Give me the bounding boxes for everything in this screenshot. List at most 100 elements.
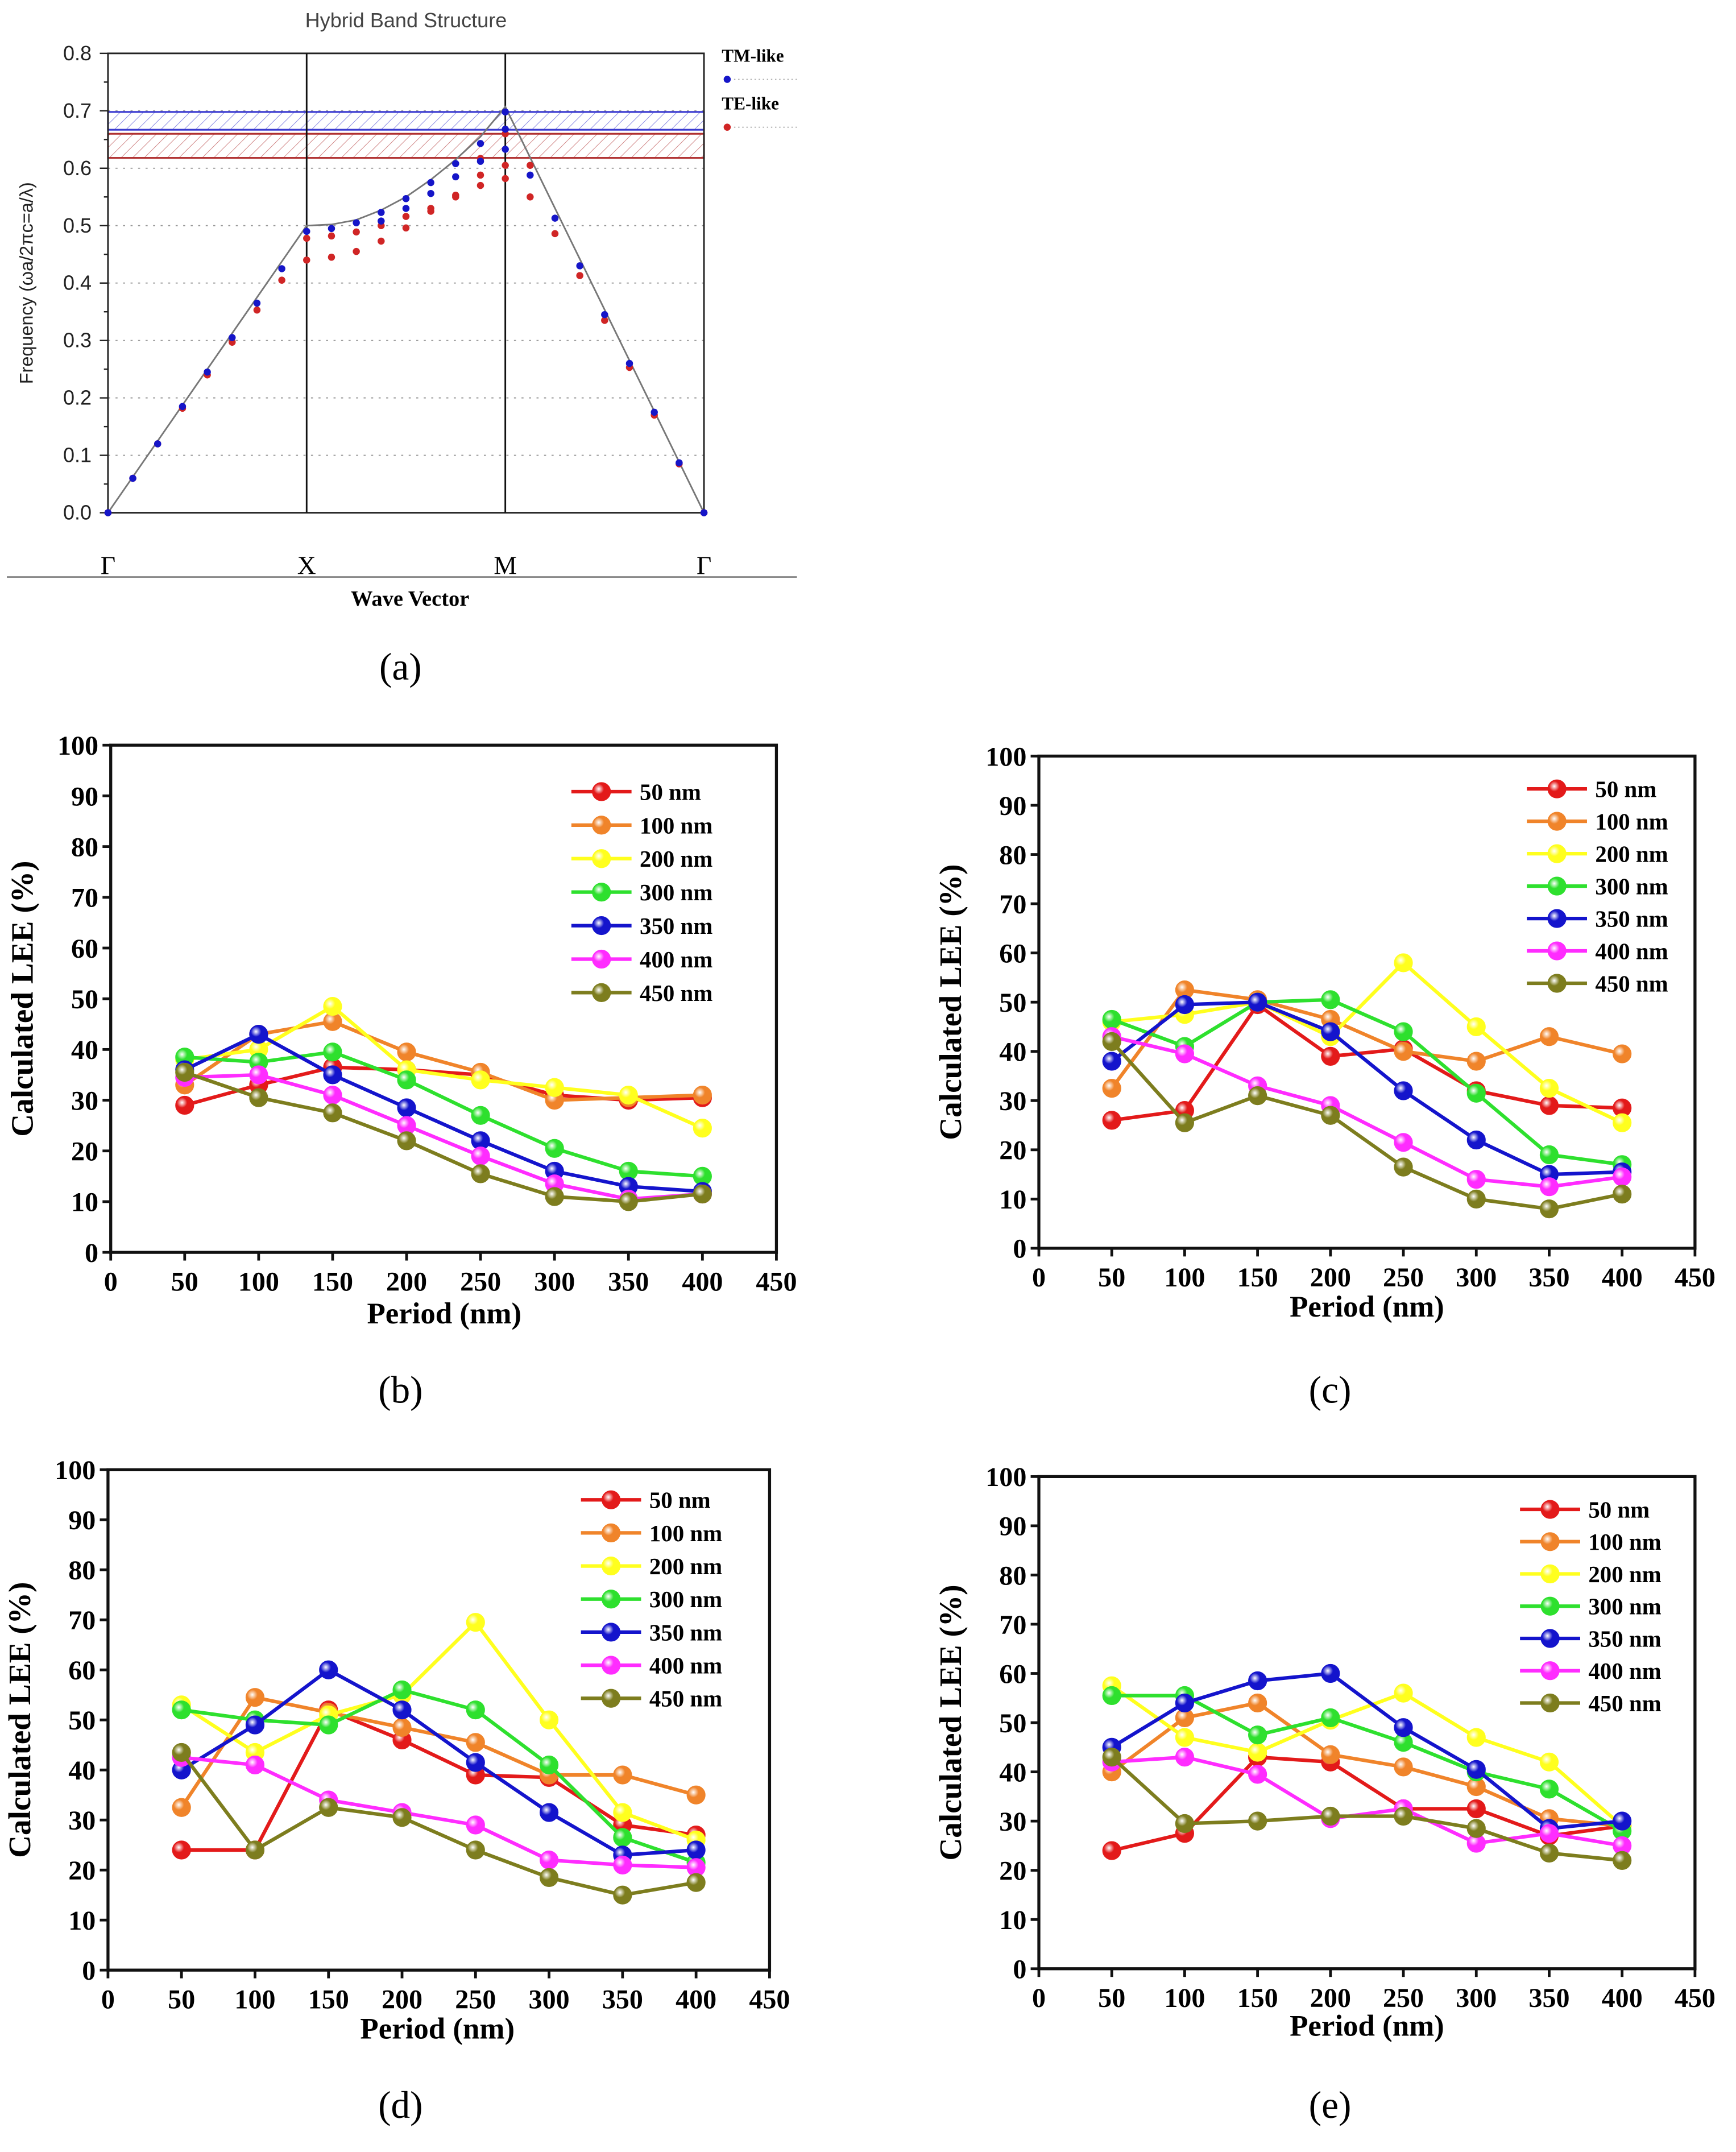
- x-axis-label: Wave Vector: [351, 587, 469, 611]
- data-point: [1102, 1032, 1121, 1052]
- data-point: [1394, 1718, 1413, 1737]
- data-point: [402, 224, 410, 232]
- series-line: [180, 1751, 697, 1897]
- data-point: [1394, 1683, 1413, 1703]
- data-point: [576, 272, 583, 279]
- legend-marker: [592, 849, 611, 868]
- series-line: [1111, 961, 1623, 1125]
- data-point: [527, 171, 534, 179]
- data-point: [328, 225, 335, 233]
- series-line: [184, 1070, 703, 1204]
- series-400-nm: [1102, 1027, 1632, 1197]
- x-tick-label: 350: [608, 1267, 649, 1297]
- data-point: [179, 403, 187, 411]
- legend-label: 50 nm: [1595, 777, 1656, 802]
- data-point: [1248, 1086, 1267, 1106]
- x-tick-label: 400: [682, 1267, 723, 1297]
- y-tick-label: 40: [71, 1035, 98, 1065]
- legend-label: 100 nm: [640, 813, 712, 838]
- data-point: [502, 125, 509, 133]
- y-tick-label: 0.5: [63, 214, 92, 237]
- data-point: [1466, 1083, 1486, 1103]
- data-point: [477, 181, 484, 189]
- y-tick-label: 70: [999, 889, 1026, 920]
- data-point: [303, 256, 310, 264]
- data-point: [278, 276, 285, 284]
- data-point: [245, 1715, 265, 1735]
- y-tick-label: 50: [71, 984, 98, 1015]
- symmetry-point-label: Γ: [697, 551, 711, 580]
- data-point: [378, 209, 385, 216]
- y-tick-label: 70: [999, 1610, 1026, 1640]
- series-100-nm: [1102, 1693, 1632, 1836]
- legend-marker: [723, 123, 731, 131]
- data-point: [1539, 1843, 1559, 1863]
- x-tick-label: 0: [1032, 1983, 1046, 2013]
- data-point: [613, 1885, 632, 1905]
- data-point: [175, 1095, 194, 1115]
- series-300-nm: [175, 1042, 712, 1186]
- data-point: [601, 311, 608, 318]
- y-tick-label: 30: [68, 1806, 96, 1836]
- x-tick-label: 450: [1675, 1263, 1716, 1293]
- legend-marker: [1547, 779, 1567, 798]
- data-point: [471, 1164, 490, 1183]
- data-point: [1394, 1806, 1413, 1826]
- x-tick-label: 150: [308, 1984, 349, 2014]
- data-point: [545, 1139, 564, 1158]
- legend-marker: [592, 816, 611, 835]
- data-point: [466, 1815, 485, 1835]
- data-point: [502, 175, 509, 183]
- series-tm-like: [104, 108, 708, 516]
- x-tick-label: 400: [676, 1984, 716, 2014]
- data-point: [1613, 1044, 1632, 1063]
- series-line: [180, 1668, 697, 1857]
- series-line: [1111, 1701, 1622, 1828]
- x-tick-label: 200: [382, 1984, 422, 2014]
- data-point: [452, 160, 459, 167]
- y-tick-label: 10: [71, 1187, 98, 1218]
- data-point: [466, 1700, 485, 1720]
- data-point: [172, 1743, 191, 1762]
- series-450-nm: [1102, 1748, 1632, 1870]
- y-tick-label: 60: [999, 938, 1026, 969]
- legend-label: 400 nm: [649, 1653, 722, 1679]
- legend-marker: [601, 1556, 621, 1576]
- legend-label: 450 nm: [1588, 1691, 1661, 1716]
- x-tick-label: 450: [1675, 1983, 1716, 2013]
- series-line: [1110, 1040, 1623, 1211]
- series-line: [180, 1620, 697, 1842]
- data-point: [601, 317, 608, 324]
- data-point: [466, 1840, 485, 1860]
- series-450-nm: [1102, 1032, 1632, 1219]
- data-point: [613, 1828, 632, 1847]
- x-tick-label: 350: [1528, 1263, 1569, 1293]
- legend-label: 200 nm: [640, 846, 712, 872]
- data-point: [539, 1868, 559, 1887]
- data-point: [1539, 1824, 1559, 1843]
- legend-marker: [1540, 1532, 1560, 1551]
- y-tick-label: 100: [985, 742, 1026, 772]
- lee-chart-c: 0 10 20 30 40 50 60 70 80 90 100 0 50 100 150 200 250 300…: [933, 742, 1716, 1411]
- series-line: [181, 1708, 697, 1852]
- data-point: [502, 146, 509, 153]
- data-point: [1102, 1748, 1121, 1767]
- y-tick-label: 0.2: [63, 386, 92, 409]
- y-tick-label: 90: [68, 1505, 96, 1536]
- legend-label: 400 nm: [1595, 938, 1668, 964]
- data-point: [1394, 1081, 1413, 1100]
- data-point: [527, 193, 534, 201]
- data-point: [1321, 1022, 1340, 1041]
- data-point: [539, 1851, 559, 1870]
- y-tick-label: 70: [68, 1605, 96, 1636]
- data-point: [1102, 1841, 1121, 1860]
- data-point: [1394, 1157, 1413, 1177]
- data-point: [1539, 1177, 1559, 1197]
- data-point: [1466, 1170, 1486, 1189]
- x-tick-label: 350: [602, 1984, 643, 2014]
- data-point: [392, 1718, 412, 1737]
- series-line: [1111, 1034, 1623, 1189]
- data-point: [693, 1119, 712, 1138]
- data-point: [1539, 1027, 1559, 1046]
- legend-marker: [1547, 876, 1567, 896]
